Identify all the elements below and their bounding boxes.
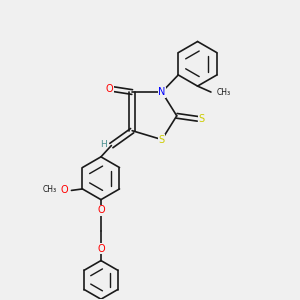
Text: O: O	[97, 244, 105, 254]
Text: N: N	[158, 87, 166, 97]
Text: O: O	[106, 84, 113, 94]
Text: O: O	[97, 205, 105, 215]
Text: O: O	[61, 185, 68, 195]
Text: H: H	[100, 140, 107, 148]
Text: S: S	[199, 114, 205, 124]
Text: S: S	[159, 135, 165, 145]
Text: CH₃: CH₃	[216, 88, 230, 97]
Text: CH₃: CH₃	[43, 185, 57, 194]
